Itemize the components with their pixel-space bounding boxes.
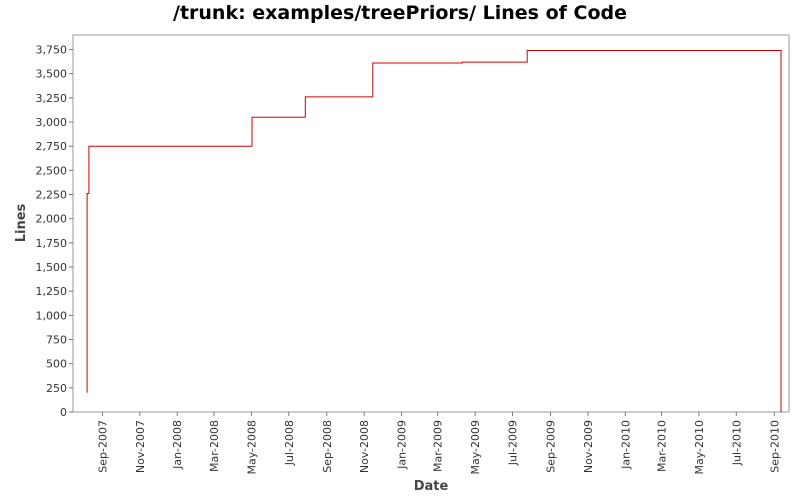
y-tick-label: 3,250 [36,92,68,105]
x-tick-label: Jul-2009 [507,420,520,466]
y-tick-label: 2,000 [36,213,68,226]
x-tick-label: Sep-2007 [96,420,109,473]
y-tick-label: 3,750 [36,44,68,57]
y-tick-label: 3,500 [36,68,68,81]
x-tick-label: Mar-2010 [655,420,668,472]
x-tick-label: Mar-2008 [208,420,221,472]
y-tick-label: 1,250 [36,285,68,298]
x-tick-label: Mar-2009 [432,420,445,472]
plot-area [72,34,790,413]
x-tick-label: Nov-2008 [358,420,371,473]
x-tick-label: Sep-2008 [321,420,334,473]
x-tick-label: Sep-2010 [768,420,781,473]
x-tick-label: Jan-2010 [619,420,632,470]
x-axis: Sep-2007 Nov-2007 Jan-2008 Mar-2008 May-2008… [96,412,781,475]
y-tick-label: 1,000 [36,309,68,322]
x-tick-label: Jul-2008 [283,420,296,466]
x-tick-label: May-2010 [693,420,706,475]
x-tick-label: Jan-2008 [171,420,184,470]
x-tick-label: May-2008 [245,420,258,475]
y-tick-label: 1,750 [36,237,68,250]
x-tick-label: Nov-2009 [582,420,595,473]
chart-title: /trunk: examples/treePriors/ Lines of Co… [173,2,627,24]
y-tick-label: 2,250 [36,189,68,202]
y-tick-label: 1,500 [36,261,68,274]
y-tick-label: 500 [46,358,67,371]
x-axis-title: Date [414,479,449,494]
y-tick-label: 250 [46,382,67,395]
y-tick-label: 2,750 [36,140,68,153]
x-tick-label: Nov-2007 [134,420,147,473]
y-tick-label: 750 [46,334,67,347]
x-tick-label: Jul-2010 [730,420,743,466]
y-tick-label: 2,500 [36,164,68,177]
y-tick-label: 0 [60,406,67,419]
y-axis-title: Lines [14,203,29,242]
y-tick-label: 3,000 [36,116,68,129]
x-tick-label: Jan-2009 [396,420,409,470]
x-tick-label: Sep-2009 [545,420,558,473]
x-tick-label: May-2009 [469,420,482,475]
y-axis: 0 250 500 750 1,000 1,250 1,500 1,750 2,000 2,250… [36,44,73,419]
lines-of-code-line [86,50,782,412]
